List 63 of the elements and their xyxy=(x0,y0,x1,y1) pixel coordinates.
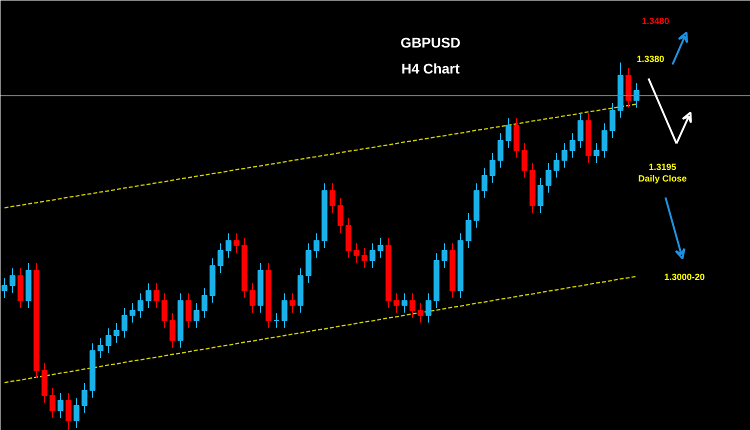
candlestick xyxy=(146,282,152,308)
candlestick xyxy=(98,338,104,359)
candlestick xyxy=(330,182,336,214)
candlestick xyxy=(562,142,568,168)
candlestick xyxy=(50,388,56,418)
candlestick xyxy=(106,328,112,354)
candlestick xyxy=(594,142,600,164)
candlestick xyxy=(538,178,544,214)
candlestick xyxy=(218,242,224,274)
candlestick xyxy=(250,282,256,314)
candlestick xyxy=(578,112,584,148)
candlestick xyxy=(506,118,512,148)
candlestick xyxy=(274,312,280,328)
chart-title: GBPUSD xyxy=(400,34,460,50)
candlestick xyxy=(610,102,616,138)
candlestick xyxy=(130,302,136,324)
text: 1.3195 xyxy=(648,162,676,172)
candlestick xyxy=(570,132,576,158)
candlestick xyxy=(546,162,552,194)
candlestick xyxy=(354,242,360,264)
candlestick xyxy=(402,292,408,314)
candlestick xyxy=(378,238,384,258)
candlestick xyxy=(418,302,424,324)
candlestick xyxy=(2,278,8,299)
annotation: 1.3380 xyxy=(636,54,664,64)
candlestick xyxy=(82,382,88,414)
candlestick xyxy=(138,292,144,318)
candlestick xyxy=(394,292,400,314)
candlestick xyxy=(338,198,344,234)
candlestick xyxy=(522,142,528,178)
candlestick xyxy=(466,212,472,248)
text: 1.3480 xyxy=(642,16,670,26)
candlestick xyxy=(10,268,16,294)
candlestick xyxy=(426,292,432,324)
candlestick xyxy=(498,132,504,168)
candlestick xyxy=(490,152,496,184)
text: 1.3000-20 xyxy=(664,272,705,282)
candlestick xyxy=(186,292,192,328)
candlestick xyxy=(442,242,448,268)
candlestick xyxy=(602,122,608,158)
candlestick xyxy=(634,82,640,108)
candlestick xyxy=(226,232,232,258)
candlestick xyxy=(58,392,64,418)
candlestick xyxy=(66,392,72,430)
annotation: Daily Close xyxy=(638,174,687,184)
candlestick xyxy=(554,152,560,178)
candlestick xyxy=(194,302,200,328)
candlestick xyxy=(170,312,176,348)
candlestick xyxy=(114,322,120,344)
candlestick xyxy=(410,292,416,318)
candlestick xyxy=(482,168,488,198)
candlestick xyxy=(282,292,288,328)
candlestick xyxy=(314,232,320,258)
candlestick xyxy=(74,398,80,428)
candlestick xyxy=(122,307,128,338)
candlestick xyxy=(370,242,376,268)
candlestick xyxy=(362,247,368,268)
chart-subtitle: H4 Chart xyxy=(401,60,460,76)
candlestick xyxy=(290,292,296,314)
candlestick xyxy=(234,232,240,254)
candlestick xyxy=(162,292,168,328)
candlestick xyxy=(154,282,160,308)
candlestick xyxy=(202,288,208,318)
